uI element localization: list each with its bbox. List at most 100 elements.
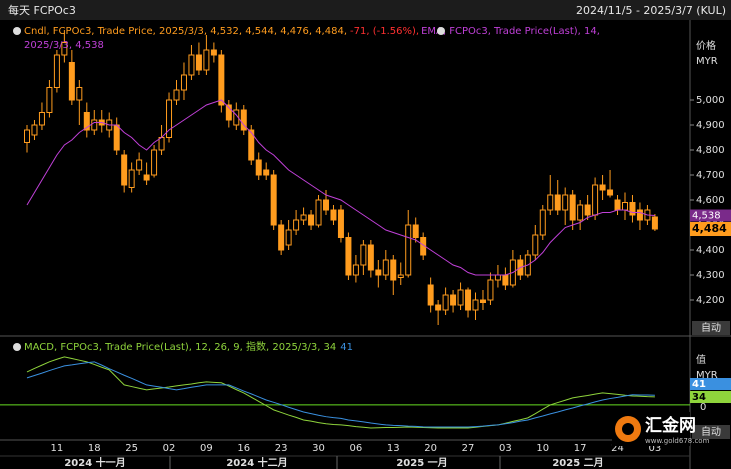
candle-body xyxy=(24,129,30,143)
month-label: 2024 十一月 xyxy=(64,456,125,469)
auto-button-label[interactable]: 自动 xyxy=(701,425,721,438)
candle-body xyxy=(390,259,397,281)
candle-body xyxy=(113,124,120,151)
x-tick-label: 16 xyxy=(237,443,250,454)
legend-text: MACD, FCPOc3, Trade Price(Last), 12, 26,… xyxy=(24,340,320,353)
x-tick-label: 09 xyxy=(200,443,213,454)
y-tick-label: 4,400 xyxy=(696,245,725,256)
candle-body xyxy=(442,294,449,311)
legend-signal-value: 41 xyxy=(340,342,353,353)
last-value-label: 41 xyxy=(692,379,706,390)
x-tick-label: 25 xyxy=(125,443,138,454)
title-bar xyxy=(0,0,731,20)
candle-body xyxy=(367,244,374,271)
candle-body xyxy=(143,174,150,181)
candle-body xyxy=(539,209,546,236)
title: 每天 FCPOc3 xyxy=(8,3,76,17)
candle-body xyxy=(382,259,389,276)
ema-last-label: 4,538 xyxy=(692,211,721,222)
candle-body xyxy=(532,234,539,256)
candle-body xyxy=(607,189,614,196)
candle-body xyxy=(308,214,315,226)
logo-name: 汇金网 xyxy=(645,415,696,436)
ema-last-box xyxy=(690,209,731,222)
candle-body xyxy=(345,237,352,276)
candle-body xyxy=(397,274,404,278)
month-label: 2025 二月 xyxy=(552,457,603,469)
legend: Cndl, FCPOc3, Trade Price, 2025/3/3, 4,5… xyxy=(24,26,600,37)
x-tick-label: 24 xyxy=(611,443,624,454)
candle-body xyxy=(360,244,367,266)
candle-body xyxy=(53,54,60,88)
y-tick-label: 4,900 xyxy=(696,120,725,131)
candle-body xyxy=(173,89,180,101)
candle-body xyxy=(180,74,187,91)
logo-site: www.gold678.com xyxy=(645,437,710,445)
legend-icon xyxy=(13,343,21,351)
candle-body xyxy=(278,224,285,251)
legend: MACD, FCPOc3, Trade Price(Last), 12, 26,… xyxy=(24,340,353,353)
candle-body xyxy=(293,219,300,231)
candle-body xyxy=(210,49,217,56)
candle-body xyxy=(233,109,240,126)
candle-body xyxy=(502,274,509,286)
y-tick-label: 5,000 xyxy=(696,95,725,106)
candle-body xyxy=(225,104,232,121)
candle-body xyxy=(248,129,255,161)
candle-body xyxy=(412,224,419,238)
candle-body xyxy=(188,54,195,76)
y-tick-label: 4,200 xyxy=(696,295,725,306)
candle-body xyxy=(203,49,210,71)
candle-body xyxy=(337,209,344,238)
candle-body xyxy=(487,279,494,301)
x-tick-label: 03 xyxy=(649,443,662,454)
auto-button[interactable] xyxy=(692,321,730,335)
x-tick-label: 06 xyxy=(350,443,363,454)
y-tick-label: 4,700 xyxy=(696,170,725,181)
date-range: 2024/11/5 - 2025/3/7 (KUL) xyxy=(576,4,726,17)
candle-body xyxy=(285,229,292,246)
x-tick-label: 02 xyxy=(163,443,176,454)
candle-body xyxy=(569,194,576,221)
close-last-label: 4,484 xyxy=(692,222,727,235)
y-tick-label: 4,800 xyxy=(696,145,725,156)
logo-icon-inner xyxy=(622,423,634,435)
macd-line xyxy=(26,356,655,429)
candle-body xyxy=(554,194,561,211)
candle-body xyxy=(651,216,658,230)
macd-line xyxy=(26,361,655,428)
x-tick-label: 27 xyxy=(462,443,475,454)
candle-body xyxy=(629,202,636,216)
candle-body xyxy=(465,289,472,311)
candle-body xyxy=(352,264,359,276)
auto-button-label[interactable]: 自动 xyxy=(701,321,721,334)
x-tick-label: 30 xyxy=(312,443,325,454)
candle-body xyxy=(562,194,569,211)
candle-body xyxy=(472,299,479,311)
x-tick-label: 03 xyxy=(499,443,512,454)
x-tick-label: 11 xyxy=(51,443,64,454)
candle-body xyxy=(263,169,270,176)
candle-body xyxy=(405,224,412,276)
last-value-box xyxy=(690,378,731,390)
candle-body xyxy=(38,112,45,126)
candle-body xyxy=(427,284,434,306)
candle-body xyxy=(622,202,628,211)
macd-axis-title: 值 xyxy=(696,353,706,366)
y-tick-label: 4,600 xyxy=(696,195,725,206)
legend-ema: EMA, FCPOc3, Trade Price(Last), 14, xyxy=(421,26,600,37)
candle-body xyxy=(158,137,165,151)
candle-body xyxy=(315,199,322,226)
candle-body xyxy=(584,204,591,216)
candle-body xyxy=(375,269,382,276)
x-tick-label: 17 xyxy=(574,443,587,454)
candle-body xyxy=(300,214,307,221)
candle-body xyxy=(61,42,68,56)
last-value-label: 34 xyxy=(692,392,706,403)
auto-button[interactable] xyxy=(692,425,730,439)
candle-body xyxy=(255,159,262,176)
candle-body xyxy=(31,124,38,136)
candle-body xyxy=(83,112,90,131)
last-value-box xyxy=(690,391,731,403)
